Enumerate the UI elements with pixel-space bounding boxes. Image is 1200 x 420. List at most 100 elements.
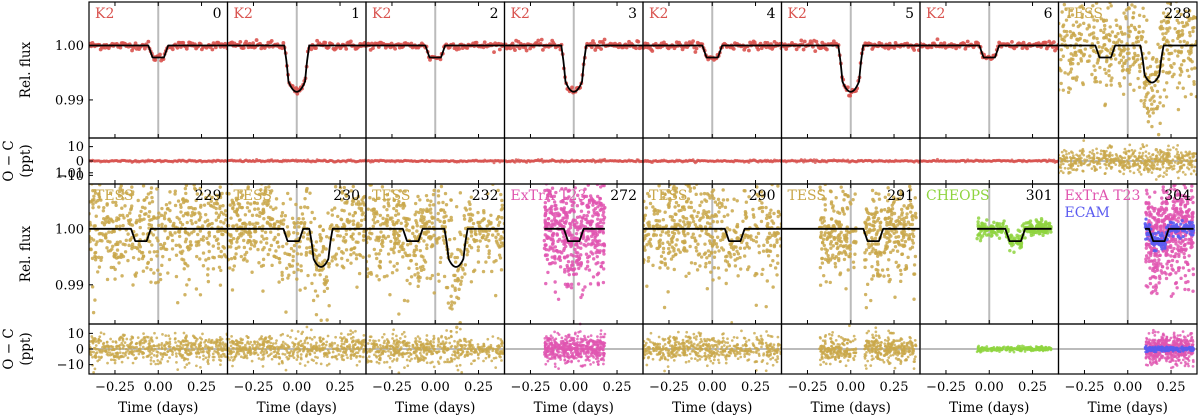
flux-point [197,218,202,222]
flux-point [1155,57,1159,62]
resid-point [1063,158,1066,162]
flux-point [1180,20,1185,25]
flux-point [271,207,275,212]
resid-point [1060,150,1064,154]
flux-point [145,195,149,200]
flux-point [125,191,129,195]
flux-point [318,233,322,237]
flux-point [89,247,93,252]
flux-point [206,201,211,206]
flux-point [229,233,233,237]
resid-point [327,351,331,354]
flux-point [305,186,309,191]
flux-point [222,221,226,225]
flux-point [228,266,232,270]
flux-point [252,244,257,248]
flux-point [1103,35,1107,40]
flux-point [151,233,156,237]
flux-point [158,52,162,57]
resid-point [1167,166,1170,170]
flux-point [1087,59,1091,63]
flux-point [275,219,279,224]
resid-point [190,348,194,352]
flux-point [266,252,270,257]
flux-point [1020,46,1025,51]
flux-point [106,217,111,221]
resid-point [160,347,164,351]
flux-point [351,184,355,189]
model-curve [89,44,228,59]
resid-point [1069,159,1073,163]
flux-point [196,232,200,237]
flux-point [1139,99,1143,103]
resid-point [1070,165,1073,169]
flux-point [1102,23,1107,28]
resid-point [180,354,184,358]
flux-point [1132,45,1136,50]
flux-point [296,177,299,180]
flux-point [351,168,354,171]
flux-point [1143,98,1147,103]
flux-point [1166,12,1171,16]
resid-point [1073,157,1077,160]
flux-point [217,229,221,233]
resid-point [107,348,111,352]
flux-point [220,232,224,236]
flux-point [1184,21,1189,25]
flux-point [179,205,183,209]
resid-point [315,345,319,349]
flux-point [1122,76,1126,80]
resid-point [1102,150,1105,153]
residual-points [227,325,366,372]
flux-point [231,268,235,272]
flux-point [173,170,176,173]
resid-point [203,341,206,344]
model-curve [643,44,782,59]
flux-point [916,48,920,52]
flux-point [1064,18,1069,22]
flux-point [1107,69,1111,73]
flux-point [286,230,291,234]
resid-point [339,332,343,335]
flux-point [340,208,344,212]
flux-point [100,239,104,243]
flux-point [312,216,317,221]
flux-point [313,273,317,277]
flux-point [794,47,799,52]
flux-point [201,251,206,255]
flux-point [174,274,179,279]
flux-point [114,203,118,208]
resid-point [121,339,125,342]
flux-point [201,173,204,176]
resid-point [1067,151,1071,155]
resid-point [92,371,95,374]
resid-point [1172,164,1176,168]
resid-point [107,344,111,348]
resid-point [492,161,496,165]
flux-point [205,236,209,241]
flux-point [295,91,300,96]
resid-point [90,350,93,354]
flux-point [285,266,289,270]
flux-point [296,221,300,225]
resid-point [1136,168,1140,172]
resid-point [1179,151,1183,155]
flux-point [157,211,161,215]
resid-point [316,356,319,359]
resid-point [1095,151,1099,155]
flux-point [339,217,344,222]
flux-point [146,39,151,44]
resid-point [212,355,216,359]
flux-point [262,210,266,215]
flux-point [1153,83,1157,88]
resid-point [325,364,329,367]
flux-point [161,254,165,259]
flux-point [299,252,303,256]
resid-point [1184,159,1188,163]
resid-point [332,347,336,351]
flux-point [1098,80,1102,84]
flux-point [747,48,751,53]
flux-point [1133,27,1138,32]
resid-point [204,356,208,360]
resid-point [1176,170,1179,174]
